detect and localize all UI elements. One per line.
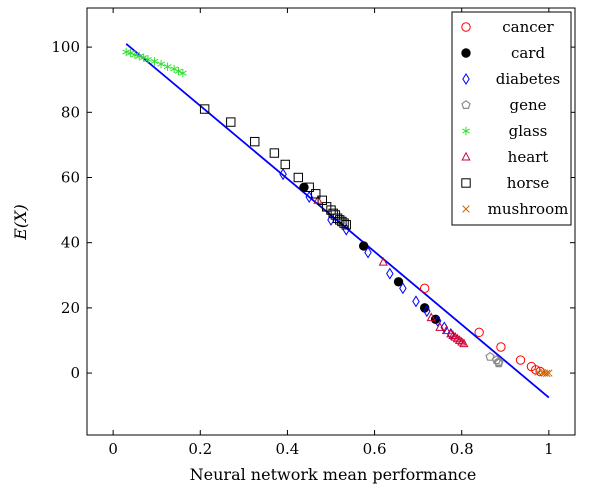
x-axis-title: Neural network mean performance <box>190 465 477 484</box>
legend-marker-glass <box>462 126 470 136</box>
legend-label-horse: horse <box>507 174 550 192</box>
y-tick-label: 0 <box>70 364 80 382</box>
glass-point <box>150 57 159 66</box>
diabetes-point <box>386 267 394 280</box>
horse-point <box>269 148 280 158</box>
legend-label-diabetes: diabetes <box>496 70 560 88</box>
series-gene <box>485 351 504 368</box>
legend-label-heart: heart <box>508 148 549 166</box>
horse-point <box>280 159 290 170</box>
diabetes-point <box>364 246 372 259</box>
series-glass <box>122 47 187 78</box>
glass-point <box>144 55 152 64</box>
heart-point <box>426 312 436 322</box>
x-tick-label: 0.8 <box>450 440 474 458</box>
diabetes-point <box>412 295 420 308</box>
card-point <box>299 182 309 192</box>
heart-point <box>435 322 445 331</box>
x-tick-label: 0.4 <box>275 440 299 458</box>
series-heart <box>313 195 469 348</box>
mushroom-point <box>542 369 551 378</box>
heart-point <box>450 331 460 341</box>
glass-point <box>135 52 144 61</box>
legend-label-cancer: cancer <box>502 18 554 36</box>
x-tick-label: 0.6 <box>363 440 387 458</box>
gene-point <box>494 358 504 368</box>
cancer-point <box>474 327 484 338</box>
plot-frame <box>86 7 576 436</box>
glass-point <box>178 68 187 78</box>
horse-point <box>339 218 349 228</box>
horse-point <box>250 136 260 147</box>
x-tick-label: 1 <box>544 440 554 458</box>
diabetes-point <box>279 168 287 181</box>
heart-point <box>448 330 458 340</box>
card-point <box>393 277 404 287</box>
heart-point <box>457 336 467 346</box>
legend-items: cancer card diabetes gene glass heart horse mus… <box>461 18 569 218</box>
legend-marker-horse <box>461 178 471 188</box>
diabetes-point <box>342 223 350 236</box>
legend-label-glass: glass <box>509 122 548 140</box>
glass-point <box>163 62 172 71</box>
legend-marker-card <box>461 48 471 58</box>
diabetes-point <box>423 305 431 318</box>
x-tick-label: 0.2 <box>188 440 212 458</box>
heart-point <box>454 335 465 344</box>
glass-point <box>122 47 131 57</box>
cancer-point <box>515 355 526 365</box>
horse-point <box>311 189 321 199</box>
legend-marker-gene <box>461 100 471 110</box>
x-tick-label: 0 <box>108 440 118 458</box>
y-axis-title: E(X) <box>11 204 30 241</box>
data-points-layer <box>122 47 553 378</box>
y-tick-label: 100 <box>51 38 80 56</box>
y-tick-label: 60 <box>61 168 80 186</box>
horse-point <box>199 104 210 114</box>
tick-layer: 0 0.2 0.4 0.6 0.8 1 0 20 40 60 80 100 <box>51 8 575 458</box>
horse-point <box>293 172 304 183</box>
y-tick-label: 20 <box>61 299 80 317</box>
heart-point <box>441 325 452 335</box>
horse-point <box>341 220 351 230</box>
horse-point <box>304 182 314 192</box>
series-horse <box>199 104 351 230</box>
diabetes-point <box>399 282 407 295</box>
legend-marker-diabetes <box>462 73 470 85</box>
legend-marker-cancer <box>461 22 471 32</box>
cancer-point <box>419 283 430 294</box>
legend-marker-heart <box>461 151 471 161</box>
legend-label-card: card <box>511 44 546 62</box>
diabetes-point <box>434 314 442 327</box>
horse-point <box>226 117 236 127</box>
legend-label-mushroom: mushroom <box>488 200 569 218</box>
legend-box <box>451 11 572 226</box>
legend-marker-mushroom <box>462 205 470 213</box>
y-tick-label: 80 <box>61 103 80 121</box>
legend: cancer card diabetes gene glass heart horse mus… <box>451 11 572 226</box>
card-point <box>358 241 369 251</box>
legend-label-gene: gene <box>509 96 546 114</box>
glass-point <box>157 59 165 69</box>
y-tick-label: 40 <box>61 234 80 252</box>
heart-point <box>459 338 469 348</box>
cancer-point <box>496 342 506 352</box>
glass-point <box>131 50 139 60</box>
heart-point <box>378 256 388 266</box>
gene-point <box>494 356 504 366</box>
series-mushroom <box>534 368 553 378</box>
heart-point <box>446 328 456 338</box>
mushroom-point <box>545 369 553 377</box>
gene-point <box>485 351 495 361</box>
heart-point <box>452 333 462 343</box>
